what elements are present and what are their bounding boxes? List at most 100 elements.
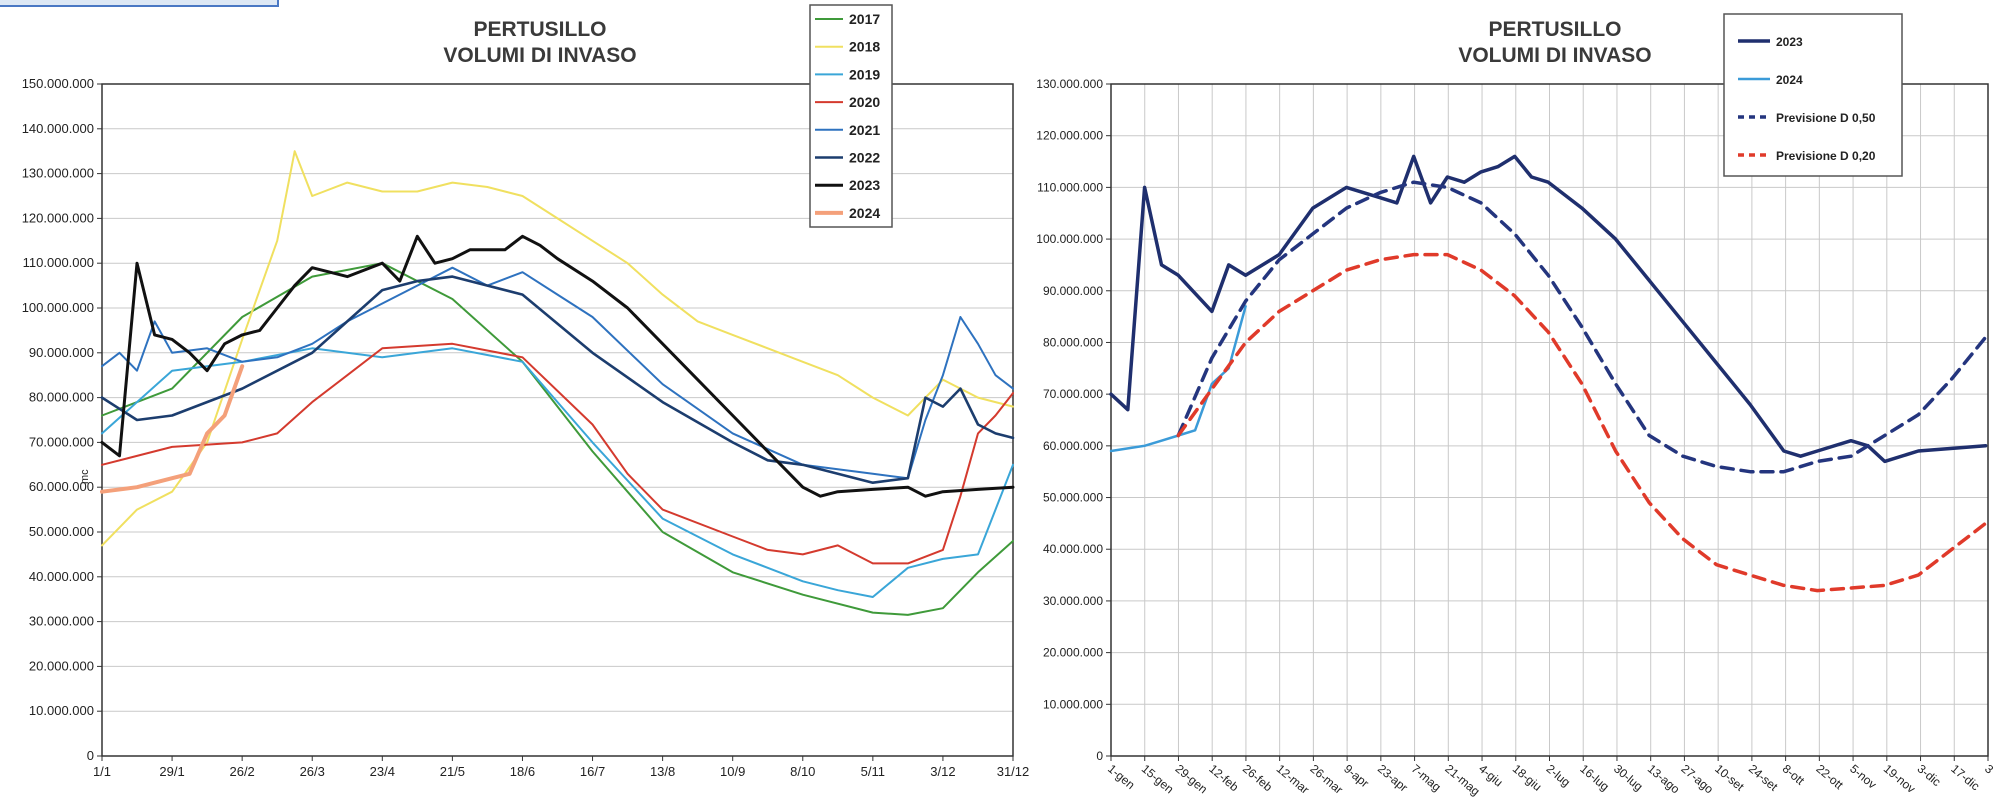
x-tick-label: 29-gen xyxy=(1173,762,1211,797)
chart-right-legend: 2023 2024 Previsione D 0,50 Previsione D 0,… xyxy=(1723,13,1903,177)
x-tick-label: 1-gen xyxy=(1105,762,1138,792)
x-tick-label: 29/1 xyxy=(159,764,184,779)
x-tick-label: 23/4 xyxy=(370,764,395,779)
legend-label: 2021 xyxy=(849,122,880,138)
x-tick-label: 8/10 xyxy=(790,764,815,779)
y-tick-label: 60.000.000 xyxy=(1043,439,1103,453)
chart-left-legend: 2017 2018 2019 2020 2021 2022 2023 2024 xyxy=(809,4,893,228)
y-tick-label: 40.000.000 xyxy=(1043,542,1103,556)
y-tick-label: 140.000.000 xyxy=(22,121,94,136)
legend-label: 2017 xyxy=(849,11,880,27)
chart-right-gridlines xyxy=(1111,84,1988,756)
y-tick-label: 110.000.000 xyxy=(1037,180,1103,194)
y-tick-label: 120.000.000 xyxy=(22,210,94,225)
thumbnail-frame xyxy=(0,0,279,7)
y-tick-label: 130.000.000 xyxy=(1036,77,1103,91)
y-tick-label: 10.000.000 xyxy=(1043,697,1103,711)
chart-left-plot-area xyxy=(101,83,1014,757)
series-line-2023 xyxy=(100,234,1015,498)
legend-label: 2019 xyxy=(849,66,880,82)
chart-left-y-axis-label: mc xyxy=(79,469,91,484)
x-tick-label: 19-nov xyxy=(1881,762,1918,796)
chart-right-series xyxy=(1109,154,1988,593)
series-line-2023 xyxy=(1109,154,1988,464)
y-tick-label: 20.000.000 xyxy=(1043,646,1103,660)
chart-left-x-axis: 1/1 29/1 26/2 26/3 23/4 21/5 18/6 16/7 13/8 10/9 8… xyxy=(93,756,1029,779)
chart-right-x-axis: 1-gen 15-gen29-gen12-feb26-feb12-mar26-ma… xyxy=(1105,756,1993,798)
legend-label: 2023 xyxy=(849,177,880,193)
y-tick-label: 10.000.000 xyxy=(29,703,94,718)
x-tick-label: 26/3 xyxy=(300,764,325,779)
x-tick-label: 22-ott xyxy=(1813,762,1846,793)
x-tick-label: 23-apr xyxy=(1375,762,1411,795)
x-tick-label: 5/11 xyxy=(861,764,885,779)
y-tick-label: 40.000.000 xyxy=(29,569,94,584)
chart-right: PERTUSILLO VOLUMI DI INVASO 0 10.000.000 2… xyxy=(1036,13,1993,798)
y-tick-label: 90.000.000 xyxy=(1043,284,1103,298)
y-tick-label: 30.000.000 xyxy=(29,614,94,629)
chart-right-title-line1: PERTUSILLO xyxy=(1488,18,1621,41)
series-line-2018 xyxy=(101,150,1014,547)
x-tick-label: 10/9 xyxy=(720,764,745,779)
chart-left: PERTUSILLO VOLUMI DI INVASO 0 10.000.000 2… xyxy=(22,4,1029,779)
x-tick-label: 13-ago xyxy=(1645,762,1683,797)
y-tick-label: 50.000.000 xyxy=(1043,491,1103,505)
y-tick-label: 80.000.000 xyxy=(29,390,94,405)
legend-label: 2023 xyxy=(1776,35,1803,49)
y-tick-label: 150.000.000 xyxy=(22,76,94,91)
y-tick-label: 70.000.000 xyxy=(29,434,94,449)
x-tick-label: 15-gen xyxy=(1139,762,1177,797)
chart-left-title-line1: PERTUSILLO xyxy=(473,18,606,41)
legend-label: 2024 xyxy=(849,205,880,221)
x-tick-label: 8-ott xyxy=(1780,762,1808,789)
x-tick-label: 12-mar xyxy=(1274,762,1312,797)
x-tick-label: 7-mag xyxy=(1409,762,1444,795)
y-tick-label: 120.000.000 xyxy=(1036,129,1103,143)
series-line-2022 xyxy=(100,275,1015,485)
x-tick-label: 3-dic xyxy=(1915,762,1944,789)
x-tick-label: 30-lug xyxy=(1611,762,1646,794)
x-tick-label: 9-apr xyxy=(1341,762,1371,791)
x-tick-label: 21/5 xyxy=(440,764,465,779)
x-tick-label: 21-mag xyxy=(1442,762,1482,799)
y-tick-label: 110.000.000 xyxy=(23,255,94,270)
y-tick-label: 30.000.000 xyxy=(1043,594,1103,608)
x-tick-label: 17-dic xyxy=(1948,762,1982,794)
chart-right-y-axis: 0 10.000.000 20.000.000 30.000.000 40.000.00… xyxy=(1036,77,1111,763)
y-tick-label: 100.000.000 xyxy=(22,300,94,315)
y-tick-label: 130.000.000 xyxy=(22,166,94,181)
chart-right-title-line2: VOLUMI DI INVASO xyxy=(1458,44,1651,67)
y-tick-label: 0 xyxy=(1096,749,1103,763)
y-tick-label: 20.000.000 xyxy=(29,658,94,673)
series-line-previsione-d-0-20 xyxy=(1176,252,1988,593)
x-tick-label: 3/12 xyxy=(930,764,955,779)
x-tick-label: 10-set xyxy=(1712,762,1747,795)
series-line-2020 xyxy=(101,342,1014,565)
legend-label: 2024 xyxy=(1776,73,1803,87)
x-tick-label: 18/6 xyxy=(510,764,535,779)
x-tick-label: 12-feb xyxy=(1206,762,1241,795)
legend-label: 2022 xyxy=(849,150,880,166)
series-line-2017 xyxy=(101,262,1014,616)
x-tick-label: 13/8 xyxy=(650,764,675,779)
y-tick-label: 50.000.000 xyxy=(29,524,94,539)
legend-label: Previsione D 0,20 xyxy=(1776,149,1876,163)
x-tick-label: 2-lug xyxy=(1544,762,1573,790)
x-tick-label: 26/2 xyxy=(229,764,254,779)
x-tick-label: 26-feb xyxy=(1240,762,1275,795)
x-tick-label: 26-mar xyxy=(1307,762,1345,797)
y-tick-label: 60.000.000 xyxy=(29,479,94,494)
chart-left-legend-box xyxy=(809,4,893,228)
x-tick-label: 5-nov xyxy=(1847,762,1879,792)
series-line-2024 xyxy=(100,364,245,494)
y-tick-label: 80.000.000 xyxy=(1043,335,1103,349)
series-line-2019 xyxy=(101,347,1014,598)
legend-label: Previsione D 0,50 xyxy=(1776,111,1876,125)
series-line-2021 xyxy=(101,266,1014,480)
chart-left-y-axis: 0 10.000.000 20.000.000 30.000.000 40.000.00… xyxy=(22,76,102,763)
x-tick-label: 3 xyxy=(1982,762,1993,777)
y-tick-label: 0 xyxy=(87,748,94,763)
x-tick-label: 16/7 xyxy=(580,764,605,779)
x-tick-label: 27-ago xyxy=(1678,762,1716,797)
